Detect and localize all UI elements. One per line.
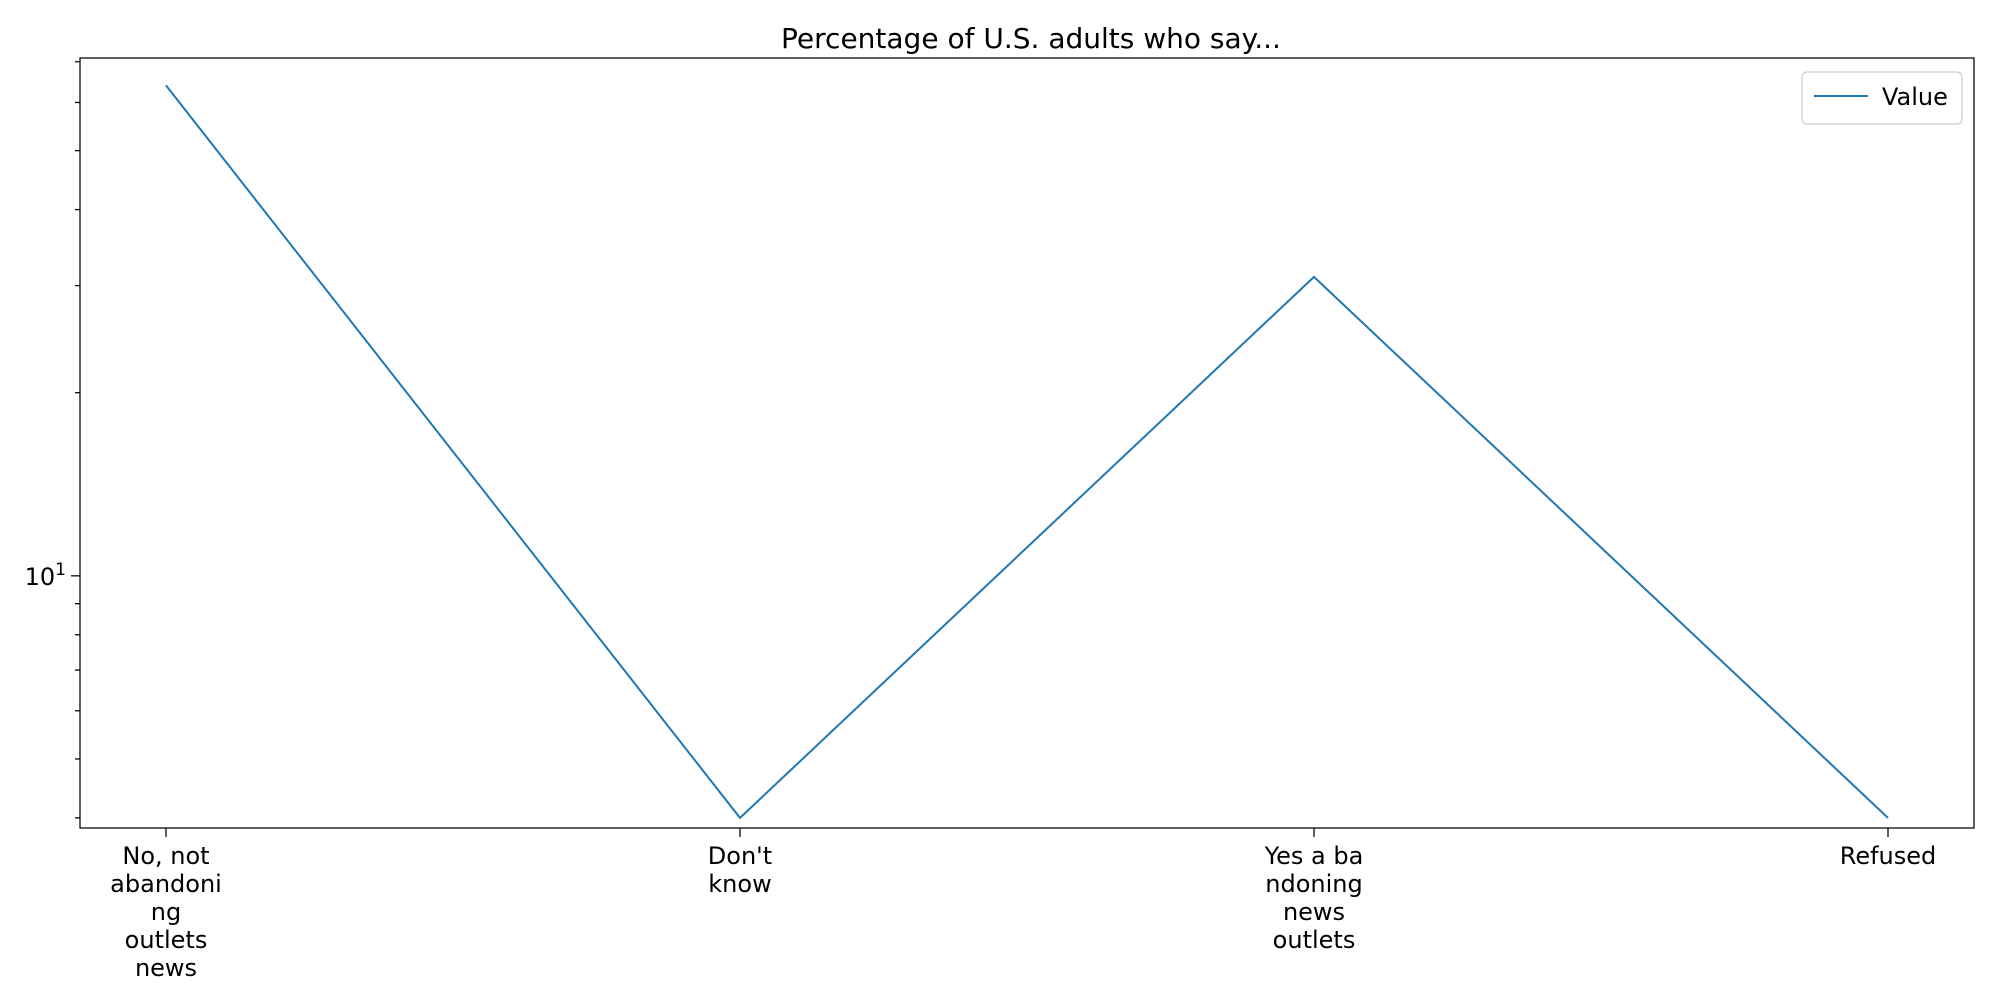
legend-box bbox=[1801, 71, 1963, 125]
x-tick-label: No, not abandoni ng outlets news bbox=[110, 842, 222, 982]
legend-label: Value bbox=[1882, 83, 1948, 111]
series-line bbox=[165, 84, 1889, 820]
legend: Value bbox=[1801, 71, 1963, 125]
y-tick-label: 101 bbox=[25, 560, 66, 591]
x-axis: No, not abandoni ng outlets news Don't know Yes… bbox=[110, 828, 1936, 982]
chart-title: Percentage of U.S. adults who say... bbox=[781, 22, 1281, 55]
y-axis: 101 bbox=[25, 61, 80, 819]
plot-marks bbox=[165, 84, 1889, 820]
plot-frame bbox=[79, 57, 1975, 829]
x-tick-label: Refused bbox=[1840, 842, 1937, 870]
x-tick-label: Yes a ba ndoning news outlets bbox=[1264, 842, 1364, 954]
x-tick-label: Don't know bbox=[708, 842, 772, 898]
